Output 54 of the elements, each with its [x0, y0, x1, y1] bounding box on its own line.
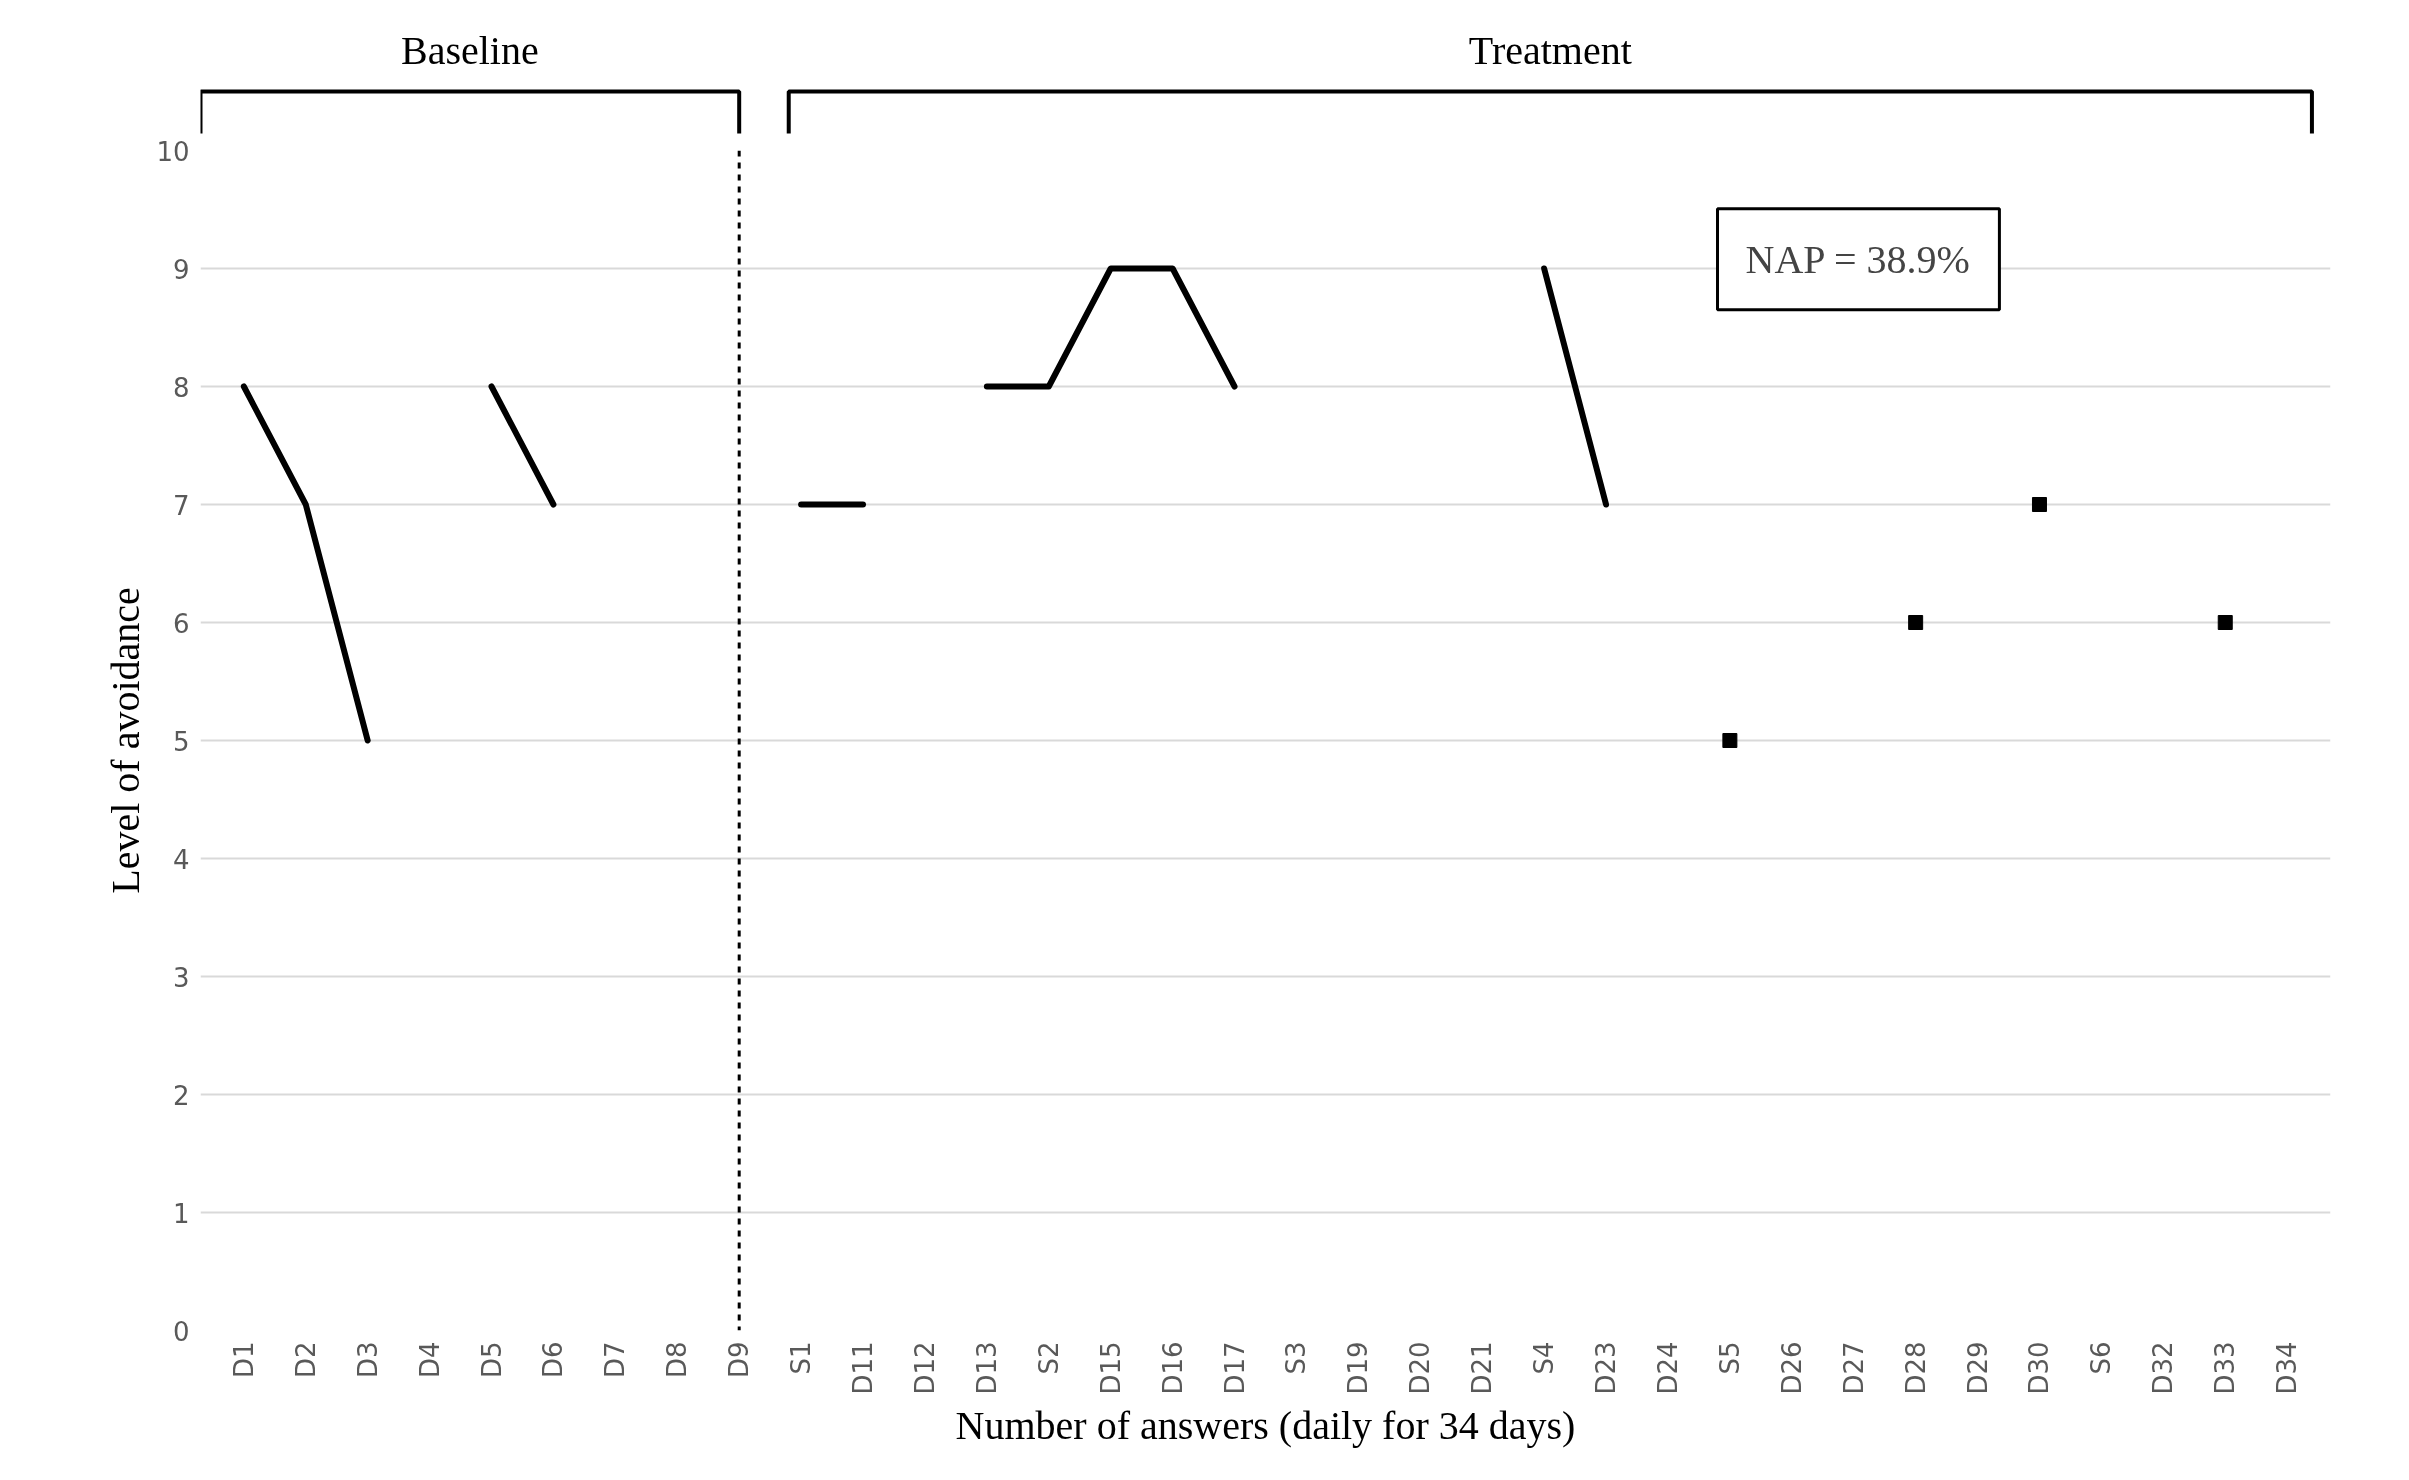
y-tick-label: 10: [156, 136, 190, 167]
point: [1908, 615, 1924, 630]
x-tick-label: D9: [724, 1341, 755, 1379]
y-tick-label: 0: [172, 1316, 190, 1347]
x-tick-label: D32: [2148, 1341, 2179, 1395]
x-tick-label: D24: [1652, 1341, 1683, 1395]
x-tick-label: D30: [2024, 1341, 2055, 1395]
x-tick-label: D28: [1900, 1341, 1931, 1395]
x-axis-title: Number of answers (daily for 34 days): [955, 1402, 1576, 1448]
annotation: NAP = 38.9%: [1745, 236, 1970, 282]
x-tick-label: D4: [414, 1341, 445, 1379]
y-tick-label: 3: [172, 962, 190, 993]
x-tick-label: D23: [1591, 1341, 1622, 1395]
x-tick-label: D29: [1962, 1341, 1993, 1395]
y-axis-title: Level of avoidance: [103, 587, 149, 894]
x-tick-label: D26: [1776, 1341, 1807, 1395]
y-tick-label: 7: [172, 490, 190, 521]
text: Treatment: [1468, 28, 1632, 74]
x-tick-label: D13: [971, 1341, 1002, 1395]
x-tick-label: D7: [600, 1341, 631, 1379]
x-tick-label: D16: [1157, 1341, 1188, 1395]
x-tick-label: D33: [2210, 1341, 2241, 1395]
x-tick-label: S5: [1714, 1341, 1745, 1375]
x-tick-label: D15: [1095, 1341, 1126, 1395]
y-tick-label: 6: [172, 608, 190, 639]
y-tick-label: 4: [172, 844, 190, 875]
point: [1722, 733, 1738, 748]
point: [2217, 615, 2233, 630]
x-tick-label: D17: [1219, 1341, 1250, 1395]
text: Baseline: [400, 28, 539, 74]
x-tick-label: D21: [1467, 1341, 1498, 1395]
y-tick-label: 8: [172, 372, 190, 403]
x-tick-label: D20: [1405, 1341, 1436, 1395]
x-tick-label: D5: [476, 1341, 507, 1379]
x-tick-label: D1: [228, 1341, 259, 1379]
point: [2031, 497, 2047, 512]
y-tick-label: 9: [172, 254, 190, 285]
x-tick-label: S6: [2086, 1341, 2117, 1375]
x-tick-label: D11: [848, 1341, 879, 1395]
x-tick-label: D6: [538, 1341, 569, 1379]
x-tick-label: D2: [290, 1341, 321, 1379]
x-tick-label: D27: [1838, 1341, 1869, 1395]
x-tick-label: D3: [352, 1341, 383, 1379]
x-tick-label: S1: [786, 1341, 817, 1375]
x-tick-label: S3: [1281, 1341, 1312, 1375]
x-tick-label: D34: [2272, 1341, 2303, 1395]
x-tick-label: D8: [662, 1341, 693, 1379]
y-tick-label: 2: [172, 1080, 190, 1111]
y-tick-label: 5: [172, 726, 190, 757]
x-tick-label: D12: [909, 1341, 940, 1395]
x-tick-label: S2: [1033, 1341, 1064, 1375]
y-tick-label: 1: [172, 1198, 190, 1229]
x-tick-label: S4: [1529, 1341, 1560, 1375]
x-tick-label: D19: [1343, 1341, 1374, 1395]
